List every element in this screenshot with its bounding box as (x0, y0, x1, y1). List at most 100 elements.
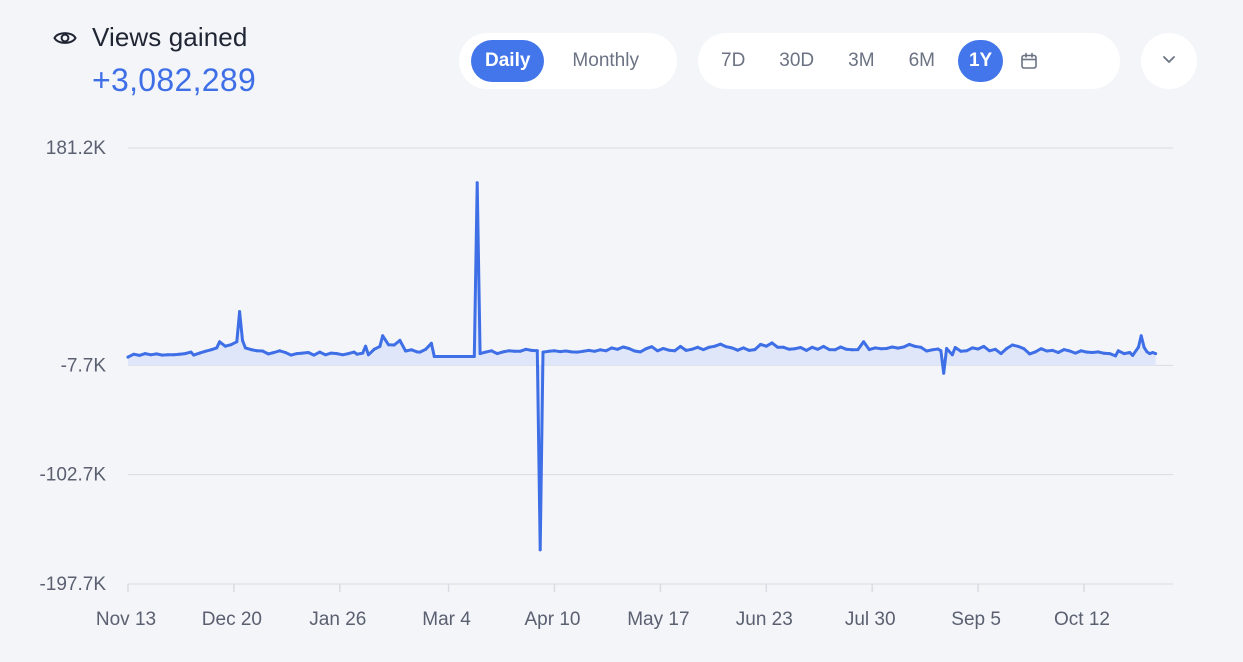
data-point (667, 348, 671, 352)
data-point (724, 345, 728, 349)
data-point (661, 347, 665, 350)
data-point (593, 349, 597, 353)
data-point (615, 347, 619, 351)
data-point (1145, 350, 1149, 354)
data-point (925, 349, 929, 353)
data-point (241, 338, 244, 342)
data-point (547, 349, 551, 353)
range-30d-button[interactable]: 30D (779, 50, 815, 71)
data-point (604, 349, 608, 353)
range-3m-button[interactable]: 3M (848, 50, 875, 71)
daily-button[interactable]: Daily (471, 40, 545, 82)
data-point (160, 353, 164, 357)
data-point (372, 347, 376, 351)
data-point (272, 351, 276, 354)
data-point (770, 341, 774, 345)
data-point (541, 350, 545, 354)
data-point (312, 353, 316, 357)
data-point (501, 350, 505, 354)
data-point (982, 344, 986, 348)
data-point (1151, 351, 1155, 354)
data-point (764, 344, 768, 348)
data-point (1122, 352, 1126, 356)
monthly-button[interactable]: Monthly (572, 50, 639, 71)
data-point (404, 349, 408, 353)
data-point (553, 349, 556, 353)
data-point (1051, 348, 1054, 352)
data-point (570, 350, 574, 354)
data-point (1096, 350, 1100, 354)
data-point (472, 355, 476, 358)
data-point (1154, 352, 1158, 356)
data-point (301, 351, 305, 355)
data-point (844, 347, 848, 351)
data-points (126, 181, 1158, 552)
data-point (1114, 354, 1117, 358)
data-point (490, 349, 493, 353)
data-point (203, 349, 207, 353)
data-point (155, 352, 159, 356)
data-point (690, 347, 694, 351)
data-point (965, 349, 969, 353)
data-point (1139, 334, 1143, 338)
calendar-icon[interactable] (1009, 40, 1049, 82)
range-1y-button[interactable]: 1Y (957, 40, 1004, 82)
data-point (885, 347, 888, 350)
series-line (126, 181, 1158, 552)
x-tick-label: Jun 23 (736, 609, 793, 630)
data-point (132, 352, 136, 356)
data-point (329, 351, 333, 355)
expand-button[interactable] (1141, 33, 1197, 89)
data-point (415, 350, 419, 354)
data-point (816, 347, 820, 351)
data-point (178, 352, 181, 356)
data-point (387, 343, 390, 347)
data-point (409, 348, 413, 352)
data-point (1073, 351, 1077, 355)
data-point (1039, 347, 1043, 351)
data-point (759, 342, 763, 346)
data-point (243, 346, 247, 350)
data-point (782, 345, 785, 349)
data-point (696, 345, 700, 349)
data-point (850, 348, 854, 352)
data-point (902, 345, 906, 349)
data-point (1131, 353, 1135, 357)
data-point (810, 345, 814, 349)
x-tick-label: May 17 (627, 609, 689, 630)
data-point (249, 348, 253, 352)
data-point (930, 348, 934, 352)
data-point (993, 347, 997, 351)
series-area-fill (128, 182, 1156, 550)
data-point (261, 349, 264, 353)
grid-lines (128, 147, 1173, 585)
data-point (896, 346, 900, 350)
data-point (919, 345, 923, 349)
data-point (215, 346, 219, 350)
data-point (166, 353, 170, 357)
data-point (209, 348, 213, 352)
range-7d-button[interactable]: 7D (721, 50, 746, 71)
data-point (678, 344, 682, 348)
data-point (126, 355, 130, 359)
data-point (799, 346, 803, 349)
x-tick-label: Nov 13 (96, 609, 156, 630)
data-point (684, 348, 688, 352)
data-point (198, 351, 202, 355)
data-point (673, 349, 677, 353)
data-point (953, 346, 957, 349)
data-point (341, 353, 345, 357)
data-point (1136, 345, 1140, 349)
data-point (183, 352, 187, 356)
data-point (1108, 352, 1112, 356)
data-point (324, 353, 327, 357)
data-point (530, 348, 534, 352)
data-point (999, 352, 1003, 356)
data-point (581, 349, 585, 353)
range-6m-button[interactable]: 6M (908, 50, 935, 71)
data-point (633, 349, 637, 353)
data-point (475, 181, 479, 185)
data-point (1022, 347, 1026, 351)
data-point (1056, 351, 1060, 354)
data-point (381, 334, 385, 338)
